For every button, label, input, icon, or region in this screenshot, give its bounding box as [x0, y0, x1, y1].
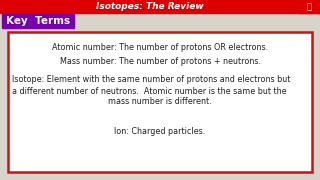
Text: Mass number: The number of protons + neutrons.: Mass number: The number of protons + neu…	[60, 57, 260, 66]
Text: a different number of neutrons.  Atomic number is the same but the: a different number of neutrons. Atomic n…	[12, 87, 287, 96]
Bar	[2, 14, 74, 28]
Bar	[298, 0, 320, 13]
Text: Atomic number: The number of protons OR electrons.: Atomic number: The number of protons OR …	[52, 42, 268, 51]
Bar	[0, 0, 320, 13]
Text: mass number is different.: mass number is different.	[108, 98, 212, 107]
Text: Key  Terms: Key Terms	[6, 16, 70, 26]
FancyBboxPatch shape	[8, 32, 312, 172]
Text: Ion: Charged particles.: Ion: Charged particles.	[114, 127, 206, 136]
Text: 🔊: 🔊	[307, 2, 311, 11]
Text: Isotopes: The Review: Isotopes: The Review	[96, 2, 204, 11]
Text: Isotope: Element with the same number of protons and electrons but: Isotope: Element with the same number of…	[12, 75, 290, 84]
